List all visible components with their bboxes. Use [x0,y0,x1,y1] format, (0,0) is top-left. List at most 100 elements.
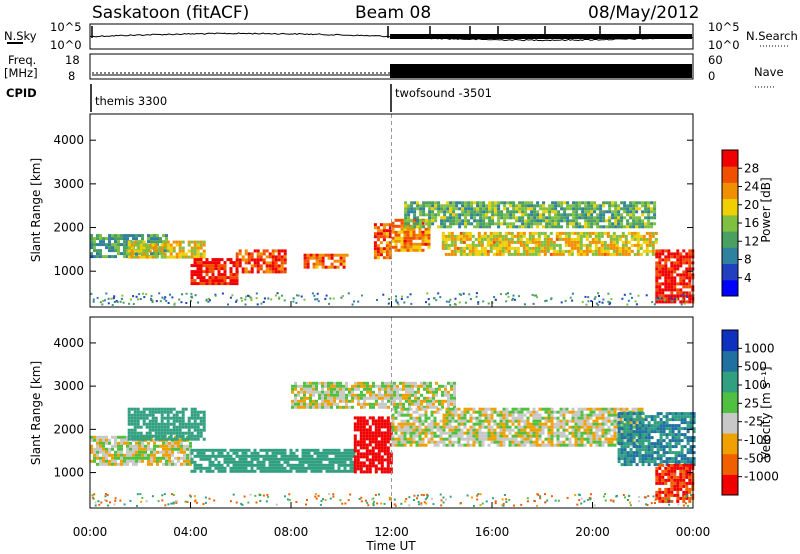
heatmap-cell [658,258,662,262]
heatmap-cell [564,237,568,241]
heatmap-cell [372,384,375,388]
heatmap-cell [165,237,168,241]
heatmap-cell [162,447,165,451]
heatmap-cell [117,444,120,448]
heatmap-cell [505,437,509,441]
heatmap-cell [397,425,401,429]
heatmap-cell [620,433,624,437]
heatmap-cell [223,270,227,274]
heatmap-cell [560,213,564,217]
heatmap-cell [498,231,502,235]
heatmap-cell [627,299,630,302]
heatmap-cell [426,396,429,400]
heatmap-cell [654,237,658,241]
heatmap-cell [199,416,203,420]
heatmap-cell [111,237,114,241]
heatmap-cell [138,459,141,463]
heatmap-cell [591,237,595,241]
heatmap-cell [488,225,492,229]
heatmap-cell [670,267,674,271]
heatmap-cell [458,222,462,226]
heatmap-cell [478,407,482,411]
heatmap-cell [375,399,378,403]
heatmap-cell [277,249,281,253]
heatmap-cell [547,425,551,429]
heatmap-cell [343,451,347,455]
heatmap-cell [249,296,252,299]
heatmap-cell [154,252,158,256]
heatmap-cell [181,255,185,259]
heatmap-cell [154,410,158,414]
heatmap-cell [256,249,260,253]
heatmap-cell [680,439,684,443]
heatmap-cell [400,434,404,438]
heatmap-cell [540,243,544,247]
heatmap-cell [172,249,176,253]
heatmap-cell [371,440,375,444]
heatmap-cell [450,381,453,385]
heatmap-cell [689,457,693,461]
heatmap-cell [313,457,317,461]
heatmap-cell [600,243,604,247]
heatmap-cell [569,219,573,223]
heatmap-cell [342,265,346,269]
heatmap-cell [655,273,659,277]
heatmap-cell [412,422,416,426]
heatmap-cell [488,222,492,226]
heatmap-cell [464,210,468,214]
heatmap-cell [661,258,665,262]
heatmap-cell [494,207,498,211]
heatmap-cell [496,434,500,438]
heatmap-cell [598,410,602,414]
heatmap-cell [186,444,189,448]
heatmap-cell [365,464,369,468]
heatmap-cell [114,255,117,259]
heatmap-cell [656,445,660,449]
heatmap-cell [327,399,330,403]
heatmap-cell [581,216,585,220]
heatmap-cell [469,419,473,423]
heatmap-cell [422,219,426,223]
heatmap-cell [265,249,269,253]
nave-label: Nave [754,65,784,79]
heatmap-cell [365,443,369,447]
heatmap-cell [452,207,456,211]
heatmap-cell [387,387,390,391]
heatmap-cell [626,219,630,223]
heatmap-cell [679,276,683,280]
heatmap-cell [417,396,420,400]
heatmap-cell [559,425,563,429]
heatmap-cell [461,201,465,205]
heatmap-cell [661,264,665,268]
heatmap-cell [208,460,212,464]
heatmap-cell [156,237,159,241]
heatmap-cell [434,204,438,208]
heatmap-cell [633,252,637,256]
heatmap-cell [662,448,666,452]
heatmap-cell [462,292,465,295]
heatmap-cell [487,434,491,438]
heatmap-cell [480,249,484,253]
heatmap-cell [427,227,431,231]
heatmap-cell [452,216,456,220]
heatmap-cell [387,393,390,397]
heatmap-cell [495,246,499,250]
heatmap-cell [491,210,495,214]
heatmap-cell [629,204,633,208]
heatmap-cell [519,231,523,235]
heatmap-cell [601,419,605,423]
heatmap-cell [354,384,357,388]
heatmap-cell [468,246,472,250]
heatmap-cell [307,460,311,464]
heatmap-cell [585,303,588,306]
heatmap-cell [537,252,541,256]
heatmap-cell [583,416,587,420]
heatmap-cell [181,252,185,256]
heatmap-cell [289,457,293,461]
heatmap-cell [375,393,378,397]
heatmap-cell [529,413,533,417]
heatmap-cell [612,231,616,235]
heatmap-cell [160,416,164,420]
heatmap-cell [462,240,466,244]
heatmap-cell [368,464,372,468]
